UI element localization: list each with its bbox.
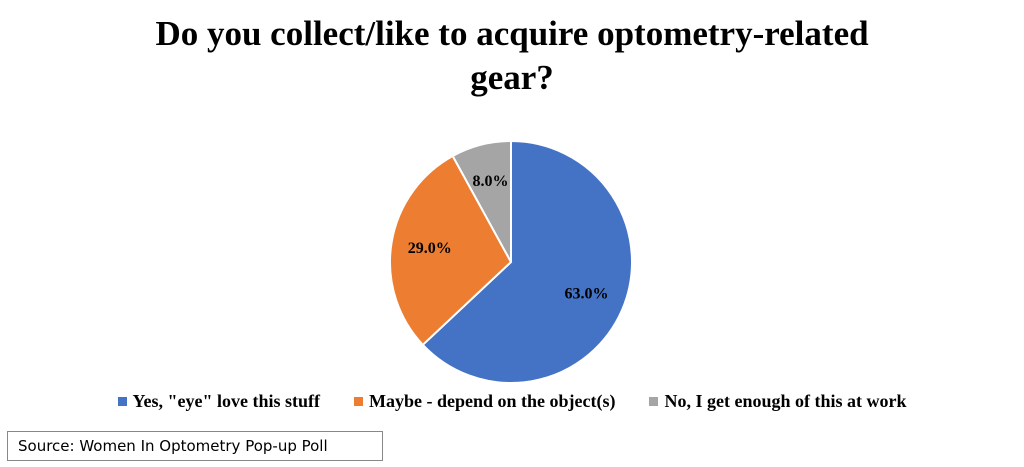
source-note: Source: Women In Optometry Pop-up Poll [7,431,383,461]
legend-swatch [649,397,659,406]
chart-title: Do you collect/like to acquire optometry… [155,14,869,97]
data-label: 8.0% [473,173,509,190]
pie-slice [451,139,512,263]
pie-slice [421,139,633,384]
legend-item: Yes, "eye" love this stuff [117,391,320,412]
legend: Yes, "eye" love this stuff Maybe - depend… [0,391,1024,412]
legend-swatch [353,397,363,406]
data-label: 63.0% [565,285,609,302]
legend-label: Yes, "eye" love this stuff [132,391,320,411]
legend-swatch [117,397,127,406]
legend-label: Maybe - depend on the object(s) [368,391,616,411]
pie-slice [389,154,513,347]
legend-item: Maybe - depend on the object(s) [353,391,616,412]
data-label: 29.0% [408,240,452,257]
legend-label: No, I get enough of this at work [664,391,907,411]
legend-item: No, I get enough of this at work [649,391,906,412]
